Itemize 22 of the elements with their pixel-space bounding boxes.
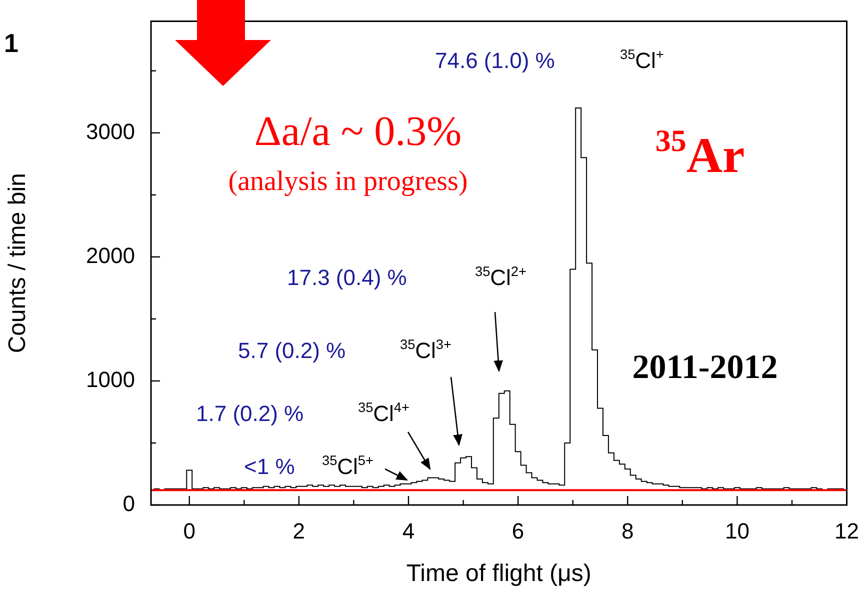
text: 1 (4, 28, 18, 58)
y-tick-label: 1000 (86, 367, 135, 392)
annotation: 74.6 (1.0) % (435, 48, 555, 73)
y-tick-label: 0 (122, 491, 135, 516)
x-tick-label: 0 (183, 518, 196, 544)
annotation: 2011-2012 (632, 349, 778, 386)
annotation: 17.3 (0.4) % (287, 265, 407, 290)
x-tick-label: 8 (622, 518, 634, 544)
annotation: 1.7 (0.2) % (196, 401, 304, 426)
x-tick-label: 12 (834, 518, 860, 544)
y-tick-label: 3000 (86, 118, 135, 144)
x-tick-label: 2 (292, 518, 306, 544)
annotation: 5.7 (0.2) % (238, 338, 346, 363)
y-axis-title: Counts / time bin (4, 173, 32, 354)
annotation: <1 % (244, 454, 295, 479)
y-tick-label: 2000 (86, 242, 135, 268)
x-tick-label: 10 (724, 518, 750, 544)
x-axis-title: Time of flight (μs) (406, 560, 592, 588)
annotation: (analysis in progress) (228, 166, 468, 197)
x-tick-label: 4 (402, 518, 415, 544)
annotation: Δa/a ~ 0.3% (254, 109, 462, 155)
x-tick-label: 6 (512, 518, 524, 544)
